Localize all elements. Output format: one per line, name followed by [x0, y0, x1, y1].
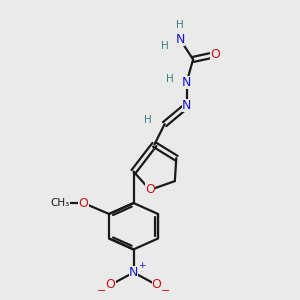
Text: N: N [182, 76, 191, 89]
Text: O: O [210, 48, 220, 61]
Text: −: − [161, 286, 170, 296]
Text: H: H [161, 41, 169, 51]
Text: +: + [138, 261, 145, 270]
Text: O: O [79, 196, 88, 209]
Text: −: − [97, 286, 106, 296]
Text: H: H [144, 116, 152, 125]
Text: N: N [129, 266, 138, 279]
Text: O: O [152, 278, 161, 291]
Text: CH₃: CH₃ [51, 198, 70, 208]
Text: O: O [145, 183, 155, 196]
Text: N: N [182, 99, 191, 112]
Text: N: N [175, 33, 185, 46]
Text: O: O [106, 278, 116, 291]
Text: H: H [166, 74, 174, 84]
Text: H: H [176, 20, 184, 30]
